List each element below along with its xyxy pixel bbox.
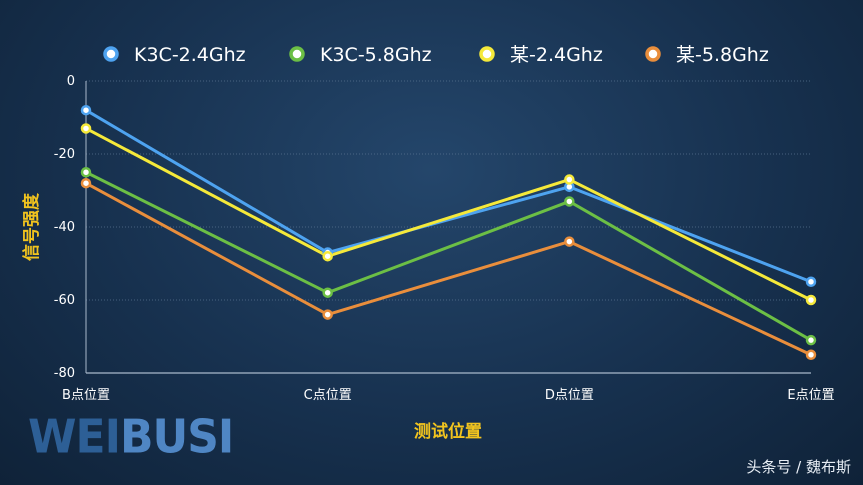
legend-label: K3C-5.8Ghz <box>320 44 432 66</box>
y-tick-label: 0 <box>67 74 75 89</box>
data-point <box>805 294 817 306</box>
x-tick-label: B点位置 <box>62 388 110 403</box>
legend-label: 某-2.4Ghz <box>510 44 603 66</box>
watermark-logo: WEIBUSI <box>28 410 234 465</box>
x-tick-label: E点位置 <box>787 388 834 403</box>
series-line <box>85 127 812 302</box>
data-point <box>322 309 333 320</box>
data-point <box>80 123 92 134</box>
source-credit: 头条号 / 魏布斯 <box>746 458 851 476</box>
data-point <box>564 196 575 207</box>
x-tick-label: C点位置 <box>304 388 352 403</box>
data-point <box>322 250 333 262</box>
data-point <box>322 287 333 298</box>
legend-label: 某-5.8Ghz <box>676 44 769 66</box>
series-line <box>85 170 812 342</box>
legend-label: K3C-2.4Ghz <box>134 44 246 66</box>
data-point <box>564 236 575 247</box>
legend-marker <box>479 46 495 62</box>
y-tick-label: -40 <box>54 220 75 235</box>
legend-marker <box>645 46 661 62</box>
data-point <box>80 177 92 189</box>
data-point <box>80 167 92 178</box>
legend-marker <box>289 46 305 62</box>
watermark-logo-light: BUSI <box>119 410 234 465</box>
data-point <box>805 349 817 360</box>
series-line <box>85 181 812 357</box>
x-tick-label: D点位置 <box>545 388 594 403</box>
watermark-logo-dark: WEI <box>28 410 121 465</box>
series-line <box>85 108 812 284</box>
data-point <box>805 276 817 287</box>
y-tick-label: -20 <box>54 147 75 162</box>
x-axis-title: 测试位置 <box>414 421 482 442</box>
legend-marker <box>103 46 119 62</box>
y-axis-title: 信号强度 <box>21 192 42 261</box>
data-point <box>80 104 92 116</box>
y-tick-label: -80 <box>54 366 75 381</box>
data-point <box>564 174 575 185</box>
data-point <box>805 334 817 346</box>
y-tick-label: -60 <box>54 293 75 308</box>
